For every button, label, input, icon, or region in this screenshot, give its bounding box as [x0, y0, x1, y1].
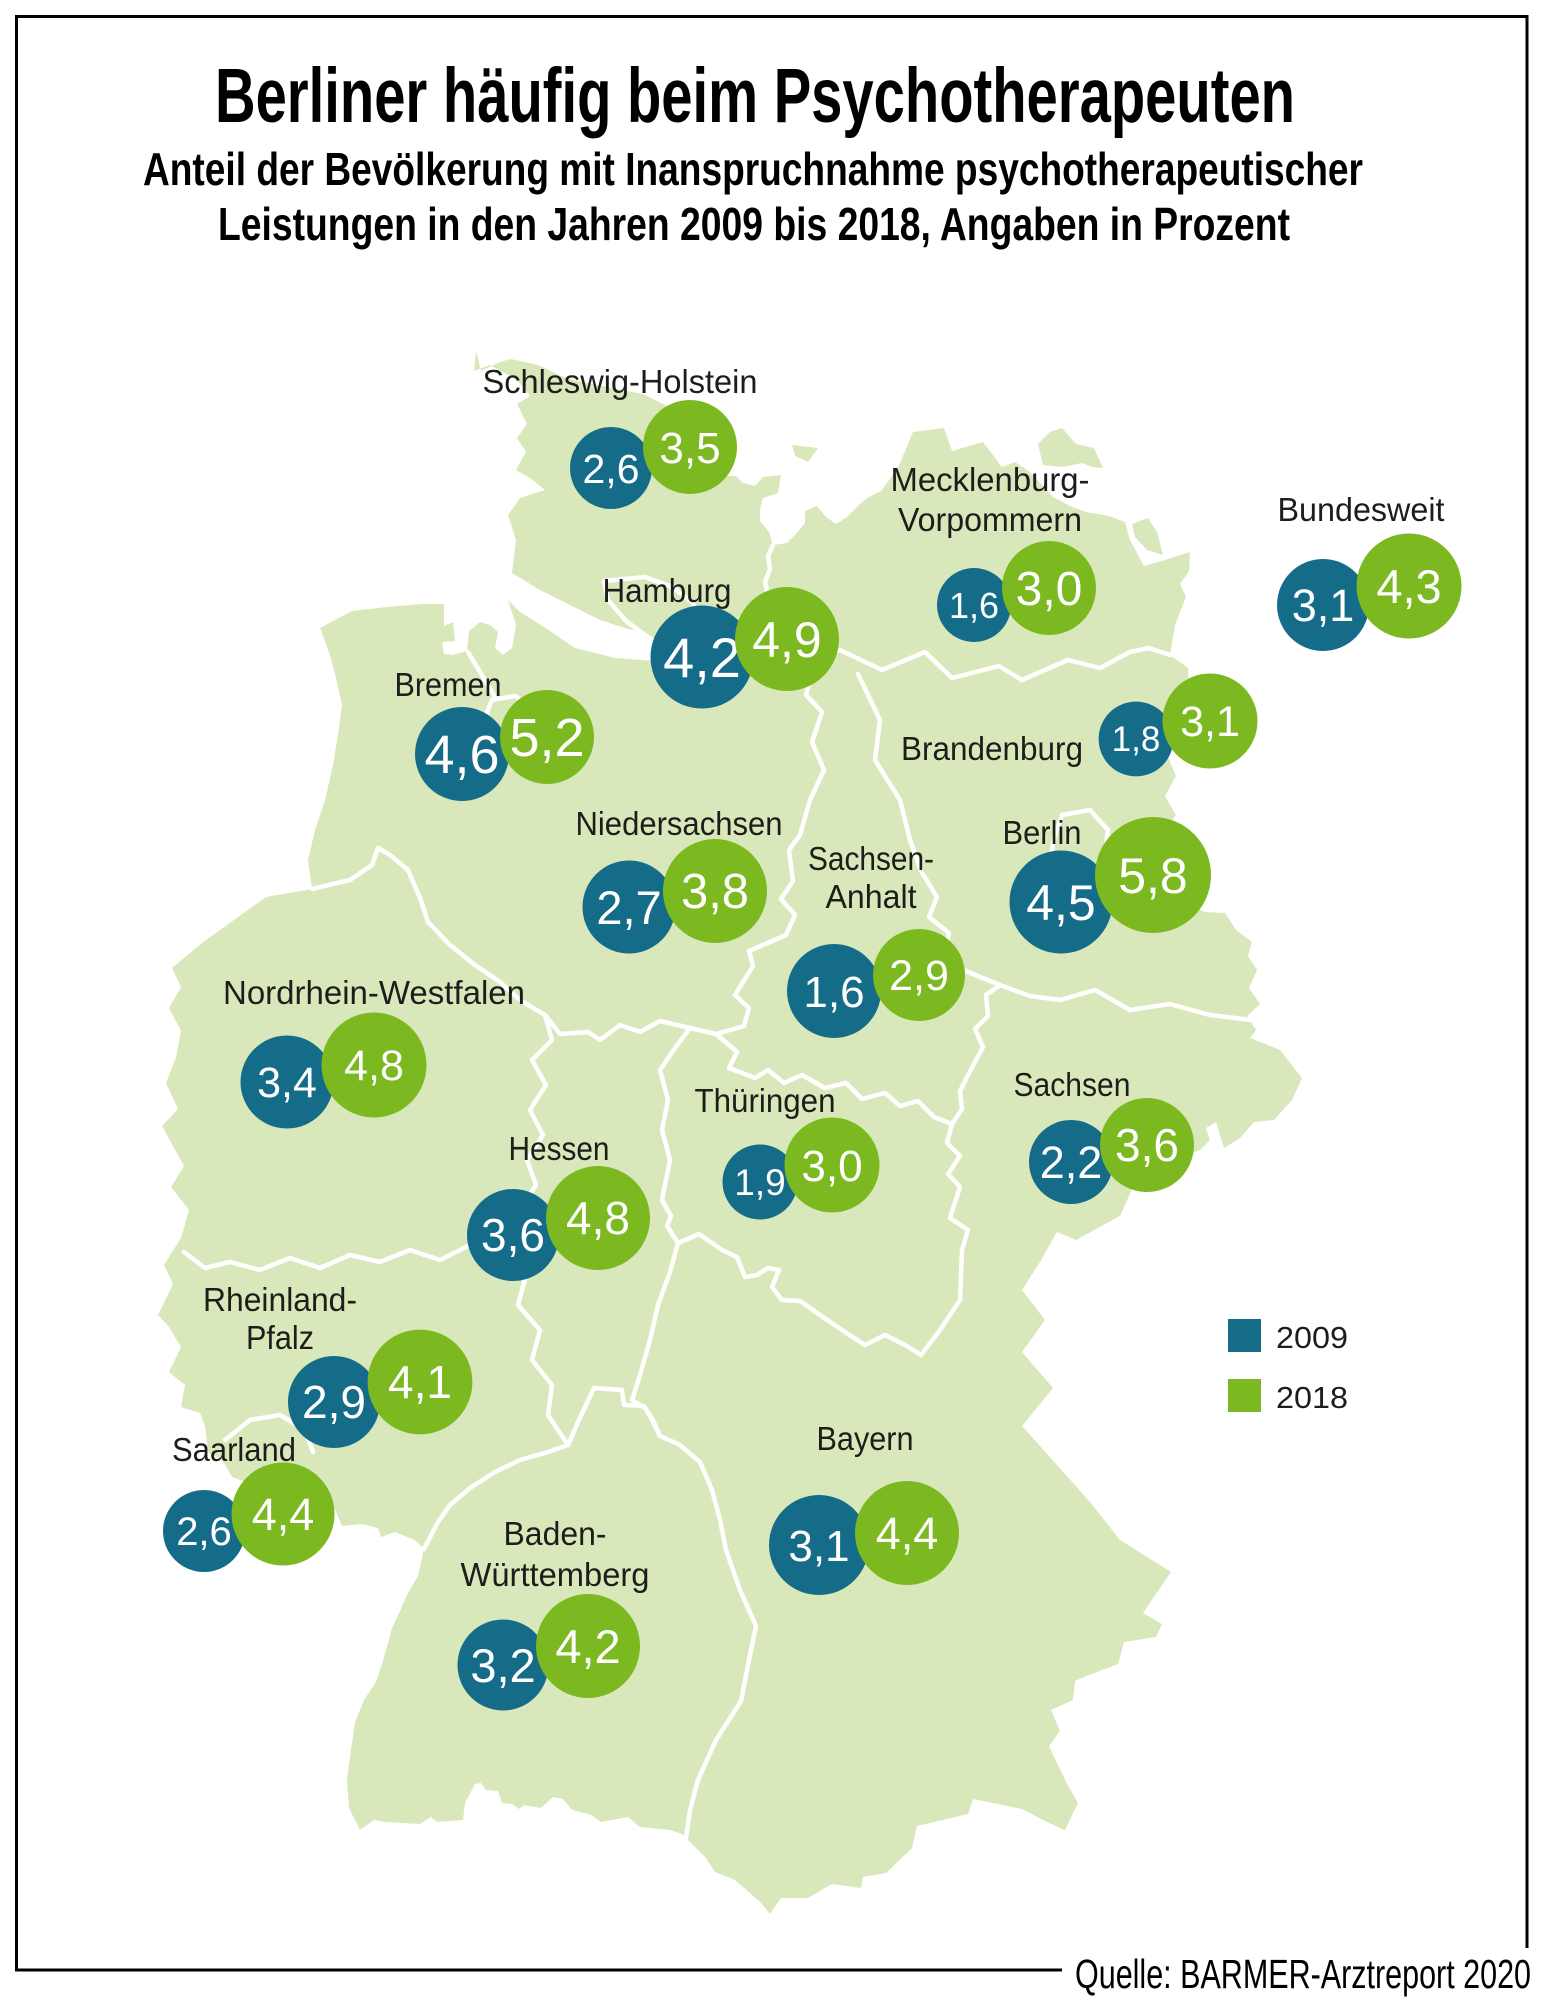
svg-text:Hessen: Hessen: [509, 1130, 610, 1167]
svg-text:3,5: 3,5: [659, 424, 720, 473]
svg-text:4,8: 4,8: [344, 1042, 404, 1090]
svg-text:3,1: 3,1: [788, 1522, 849, 1571]
svg-text:3,8: 3,8: [681, 865, 749, 919]
svg-text:Brandenburg: Brandenburg: [901, 730, 1083, 767]
svg-text:Anteil der Bevölkerung mit Ina: Anteil der Bevölkerung mit Inanspruchnah…: [143, 143, 1363, 195]
svg-text:2,6: 2,6: [583, 446, 640, 492]
svg-text:4,4: 4,4: [252, 1489, 315, 1540]
svg-text:4,3: 4,3: [1376, 560, 1441, 613]
svg-text:Saarland: Saarland: [172, 1431, 296, 1468]
svg-text:2009: 2009: [1276, 1320, 1348, 1355]
svg-text:2,6: 2,6: [176, 1510, 232, 1554]
svg-text:Anhalt: Anhalt: [826, 878, 917, 915]
svg-text:4,1: 4,1: [388, 1356, 452, 1408]
svg-text:Württemberg: Württemberg: [461, 1556, 650, 1593]
svg-text:3,4: 3,4: [257, 1059, 317, 1107]
svg-text:2,9: 2,9: [302, 1376, 366, 1428]
svg-text:Quelle: BARMER-Arztreport 2020: Quelle: BARMER-Arztreport 2020: [1075, 1951, 1531, 1997]
svg-text:1,6: 1,6: [949, 585, 999, 626]
svg-text:Nordrhein-Westfalen: Nordrhein-Westfalen: [223, 974, 525, 1011]
svg-text:Niedersachsen: Niedersachsen: [576, 805, 783, 842]
svg-text:Sachsen-: Sachsen-: [808, 840, 934, 877]
svg-text:4,4: 4,4: [876, 1508, 939, 1559]
svg-text:4,5: 4,5: [1026, 875, 1096, 931]
svg-text:1,8: 1,8: [1112, 720, 1161, 759]
svg-text:4,8: 4,8: [566, 1192, 630, 1244]
svg-text:Schleswig-Holstein: Schleswig-Holstein: [483, 363, 758, 400]
svg-text:1,9: 1,9: [734, 1162, 785, 1203]
svg-text:Hamburg: Hamburg: [603, 572, 732, 609]
svg-text:3,6: 3,6: [481, 1209, 545, 1261]
svg-text:4,9: 4,9: [752, 612, 822, 668]
svg-text:4,2: 4,2: [663, 626, 741, 689]
svg-text:Vorpommern: Vorpommern: [898, 501, 1082, 538]
svg-text:3,2: 3,2: [470, 1639, 535, 1692]
svg-text:4,6: 4,6: [424, 725, 499, 785]
svg-text:3,0: 3,0: [801, 1142, 862, 1191]
svg-text:5,8: 5,8: [1118, 848, 1188, 904]
svg-text:3,6: 3,6: [1115, 1119, 1179, 1171]
svg-text:Berliner häufig beim Psychothe: Berliner häufig beim Psychotherapeuten: [215, 53, 1295, 139]
svg-text:Mecklenburg-: Mecklenburg-: [891, 461, 1090, 498]
svg-text:5,2: 5,2: [509, 708, 584, 768]
svg-text:2,7: 2,7: [596, 881, 661, 934]
svg-text:Berlin: Berlin: [1003, 814, 1082, 851]
svg-text:3,1: 3,1: [1180, 698, 1240, 746]
svg-text:2,2: 2,2: [1040, 1137, 1103, 1188]
svg-text:2018: 2018: [1276, 1380, 1348, 1415]
svg-text:Pfalz: Pfalz: [246, 1319, 314, 1356]
svg-text:Thüringen: Thüringen: [695, 1082, 836, 1119]
svg-text:Bundesweit: Bundesweit: [1278, 491, 1445, 528]
svg-text:Sachsen: Sachsen: [1014, 1066, 1131, 1103]
svg-text:Baden-: Baden-: [504, 1515, 607, 1552]
svg-text:3,0: 3,0: [1016, 563, 1083, 616]
svg-text:Bremen: Bremen: [395, 666, 502, 703]
svg-text:Leistungen in den Jahren 2009: Leistungen in den Jahren 2009 bis 2018, …: [218, 198, 1290, 250]
svg-text:1,6: 1,6: [803, 968, 864, 1017]
svg-text:Rheinland-: Rheinland-: [203, 1281, 357, 1318]
svg-text:2,9: 2,9: [889, 952, 949, 1000]
svg-text:4,2: 4,2: [555, 1620, 620, 1673]
svg-text:3,1: 3,1: [1292, 580, 1355, 631]
svg-text:Bayern: Bayern: [817, 1420, 914, 1457]
